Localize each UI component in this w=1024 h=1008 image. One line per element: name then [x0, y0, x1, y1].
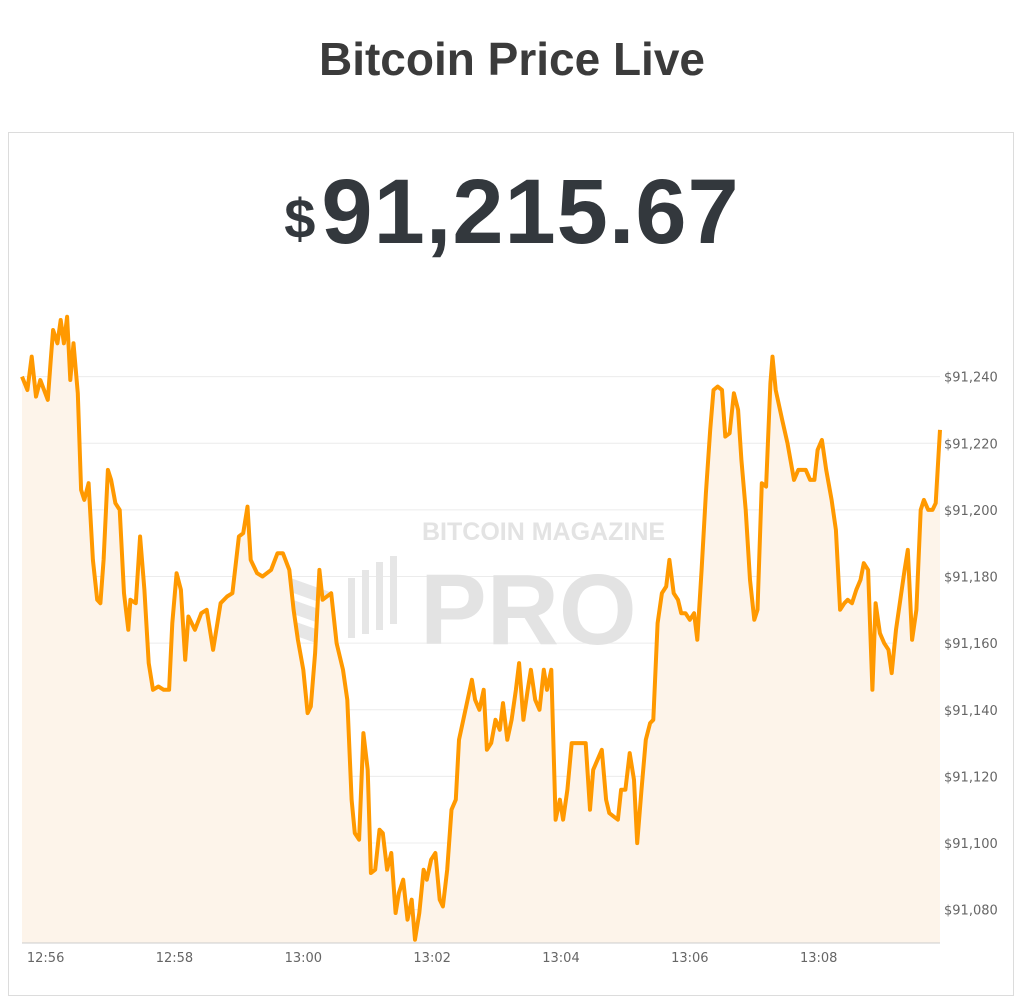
x-tick-label: 13:06 — [671, 951, 708, 966]
watermark-line2: PRO — [420, 554, 637, 666]
x-axis-ticks: 12:56 12:58 13:00 13:02 13:04 13:06 13:08 — [27, 951, 838, 966]
y-tick-label: $91,220 — [944, 437, 998, 452]
price-value: 91,215.67 — [321, 161, 740, 263]
price-chart-card — [8, 132, 1014, 996]
x-tick-label: 13:08 — [800, 951, 837, 966]
y-tick-label: $91,100 — [944, 837, 998, 852]
currency-symbol: $ — [284, 187, 316, 250]
x-tick-label: 13:02 — [413, 951, 450, 966]
y-tick-label: $91,240 — [944, 371, 998, 386]
y-tick-label: $91,180 — [944, 571, 998, 586]
current-price: $91,215.67 — [0, 160, 1024, 265]
price-area-fill — [22, 316, 940, 943]
watermark-logo-icon — [282, 556, 397, 648]
y-tick-label: $91,120 — [944, 770, 998, 785]
page-title: Bitcoin Price Live — [318, 33, 705, 85]
x-tick-label: 13:00 — [285, 951, 322, 966]
y-tick-label: $91,200 — [944, 504, 998, 519]
watermark: BITCOIN MAGAZINE PRO ® — [282, 518, 712, 666]
x-tick-label: 12:58 — [156, 951, 193, 966]
x-tick-label: 12:56 — [27, 951, 64, 966]
watermark-line1: BITCOIN MAGAZINE — [422, 518, 665, 546]
y-tick-label: $91,140 — [944, 704, 998, 719]
y-axis-ticks: $91,080 $91,100 $91,120 $91,140 $91,160 $91,1… — [944, 371, 998, 919]
x-tick-label: 13:04 — [542, 951, 579, 966]
y-tick-label: $91,080 — [944, 904, 998, 919]
price-line — [20, 314, 942, 942]
y-tick-label: $91,160 — [944, 637, 998, 652]
